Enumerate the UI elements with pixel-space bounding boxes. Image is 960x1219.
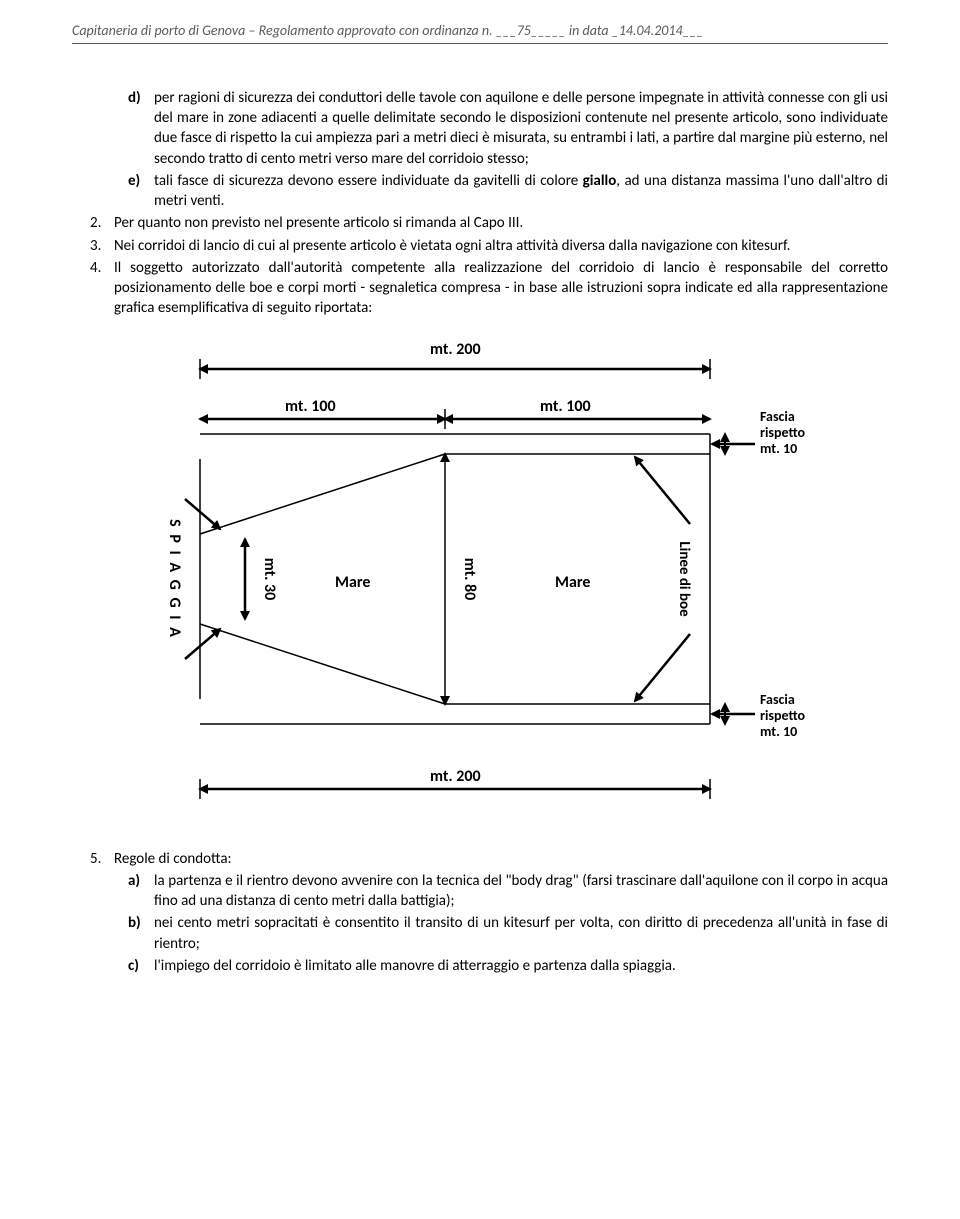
item-5a-text: la partenza e il rientro devono avvenire… xyxy=(154,871,888,912)
label-mt200-top: mt. 200 xyxy=(430,340,481,359)
label-mare-2: Mare xyxy=(555,573,590,592)
item-5c: c) l'impiego del corridoio è limitato al… xyxy=(128,956,888,976)
item-5b-label: b) xyxy=(128,913,154,954)
label-mt80: mt. 80 xyxy=(460,557,479,600)
item-5b-text: nei cento metri sopracitati è consentito… xyxy=(154,913,888,954)
item-5-label: 5. xyxy=(90,849,114,869)
item-5a: a) la partenza e il rientro devono avven… xyxy=(128,871,888,912)
item-d: d) per ragioni di sicurezza dei condutto… xyxy=(128,88,888,169)
label-linee-di-boe: Linee di boe xyxy=(675,541,693,617)
item-5c-text: l'impiego del corridoio è limitato alle … xyxy=(154,956,888,976)
item-4-text: Il soggetto autorizzato dall'autorità co… xyxy=(114,258,888,319)
label-fascia-top-3: mt. 10 xyxy=(760,440,797,457)
diagram: mt. 200 mt. 100 mt. 100 mt. 30 mt. 80 Ma… xyxy=(72,329,888,829)
document-body: d) per ragioni di sicurezza dei condutto… xyxy=(72,88,888,976)
item-3: 3. Nei corridoi di lancio di cui al pres… xyxy=(90,236,888,256)
item-e-bold: giallo xyxy=(583,172,617,190)
item-e-label: e) xyxy=(128,171,154,212)
item-4-label: 4. xyxy=(90,258,114,319)
label-fascia-bot-2: rispetto xyxy=(760,707,806,724)
item-5b: b) nei cento metri sopracitati è consent… xyxy=(128,913,888,954)
label-mt100-a: mt. 100 xyxy=(285,397,336,416)
item-5c-label: c) xyxy=(128,956,154,976)
item-d-text: per ragioni di sicurezza dei conduttori … xyxy=(154,88,888,169)
diagram-svg: mt. 200 mt. 100 mt. 100 mt. 30 mt. 80 Ma… xyxy=(100,329,860,829)
label-mare-1: Mare xyxy=(335,573,370,592)
label-fascia-bot-1: Fascia xyxy=(760,691,795,708)
page-header: Capitaneria di porto di Genova – Regolam… xyxy=(72,22,888,44)
item-5-text: Regole di condotta: xyxy=(114,849,888,869)
item-5a-label: a) xyxy=(128,871,154,912)
label-mt30: mt. 30 xyxy=(260,557,279,600)
item-d-label: d) xyxy=(128,88,154,169)
item-2-text: Per quanto non previsto nel presente art… xyxy=(114,213,888,233)
label-fascia-top-1: Fascia xyxy=(760,408,795,425)
label-spiaggia: S P I A G G I A xyxy=(165,519,184,639)
item-e-pre: tali fasce di sicurezza devono essere in… xyxy=(154,172,583,190)
item-5: 5. Regole di condotta: xyxy=(90,849,888,869)
label-fascia-bot-3: mt. 10 xyxy=(760,723,797,740)
item-e: e) tali fasce di sicurezza devono essere… xyxy=(128,171,888,212)
label-fascia-top-2: rispetto xyxy=(760,424,806,441)
item-2-label: 2. xyxy=(90,213,114,233)
item-2: 2. Per quanto non previsto nel presente … xyxy=(90,213,888,233)
item-e-text: tali fasce di sicurezza devono essere in… xyxy=(154,171,888,212)
item-3-text: Nei corridoi di lancio di cui al present… xyxy=(114,236,888,256)
item-3-label: 3. xyxy=(90,236,114,256)
label-mt100-b: mt. 100 xyxy=(540,397,591,416)
label-mt200-bot: mt. 200 xyxy=(430,767,481,786)
item-4: 4. Il soggetto autorizzato dall'autorità… xyxy=(90,258,888,319)
